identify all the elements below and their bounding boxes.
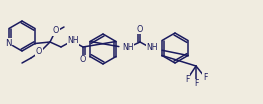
Text: O: O — [36, 46, 42, 56]
Text: NH: NH — [146, 43, 158, 52]
Text: O: O — [80, 56, 86, 64]
Text: O: O — [53, 26, 59, 35]
Text: O: O — [137, 25, 143, 33]
Text: NH: NH — [67, 36, 79, 45]
Text: N: N — [5, 38, 11, 48]
Text: F: F — [203, 73, 207, 82]
Text: F: F — [194, 79, 198, 89]
Text: F: F — [185, 75, 189, 84]
Text: NH: NH — [122, 43, 134, 52]
